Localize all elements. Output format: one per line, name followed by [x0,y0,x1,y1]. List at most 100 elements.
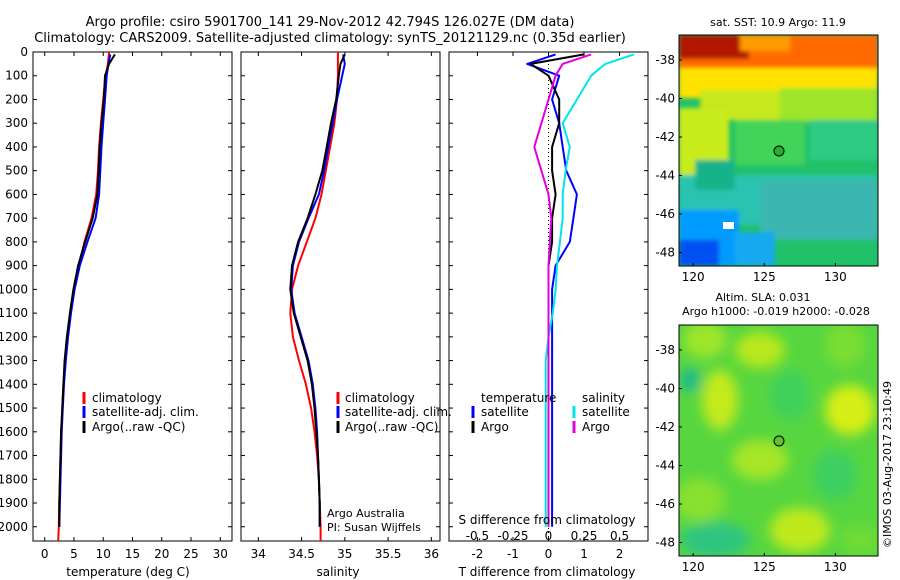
x-tick-label: 1 [580,547,588,561]
legend-label-s-satellite: satellite [582,405,630,419]
y-tick-label: 400 [5,140,28,154]
x2-tick-label: -0.25 [497,529,528,543]
legend-label-satellite: satellite-adj. clim. [92,405,199,419]
imos-stamp: ©IMOS 03-Aug-2017 23:10:49 [881,381,894,548]
y-tick-label: 1700 [0,449,28,463]
sst-map-field [679,35,878,266]
map-y-tick-label: -48 [655,246,675,260]
y-tick-label: 1100 [0,306,28,320]
map-x-tick-label: 130 [824,560,847,574]
legend-label-t-argo: Argo [481,420,509,434]
map-y-tick-label: -46 [655,207,675,221]
x-tick-label: -1 [507,547,519,561]
header-line1: Argo profile: csiro 5901700_141 29-Nov-2… [86,15,575,30]
plot-frame [240,51,441,542]
legend-label-climatology: climatology [92,391,162,405]
series-line-argo-raw-qc- [289,53,346,527]
x-tick-label: 25 [183,547,198,561]
y-tick-label: 900 [5,259,28,273]
y-tick-label: 1500 [0,401,28,415]
x-tick-label: 36 [424,547,439,561]
y-tick-label: 1200 [0,330,28,344]
sla-argo-marker [773,435,785,447]
sst-map-panel: sat. SST: 10.9 Argo: 11.9 [655,16,879,284]
x-tick-label: 34.5 [288,547,315,561]
y-tick-label: 1400 [0,377,28,391]
y-tick-label: 100 [5,69,28,83]
temperature-legend: climatology satellite-adj. clim. Argo(..… [82,391,199,434]
y-tick-label: 300 [5,116,28,130]
plot-frame [32,51,233,542]
x-tick-label: 10 [96,547,111,561]
map-y-tick-label: -38 [655,343,675,357]
y-tick-label: 2000 [0,520,28,534]
x2-tick-label: 0.5 [610,529,629,543]
map-x-tick-label: 120 [682,270,705,284]
series-line-temperature-argo [529,53,585,527]
footer-pi: PI: Susan Wijffels [327,521,421,534]
legend-label-satellite: satellite-adj. clim. [345,405,452,419]
y-tick-label: 500 [5,164,28,178]
x-tick-label: 35 [337,547,352,561]
x-tick-label: -2 [471,547,483,561]
tdiff-xlabel: T difference from climatology [458,565,636,579]
x-tick-label: 35.5 [375,547,402,561]
series-line-salinity-satellite [544,53,635,527]
map-x-tick-label: 120 [682,560,705,574]
sla-map-title: Altim. SLA: 0.031 [715,291,810,304]
legend-label-argo: Argo(..raw -QC) [345,420,438,434]
map-y-tick-label: -44 [655,459,675,473]
x-tick-label: 34 [251,547,266,561]
legend-label-t-satellite: satellite [481,405,529,419]
x2-tick-label: 0.25 [571,529,598,543]
legend-heading-salinity: salinity [582,391,625,405]
map-y-tick-label: -44 [655,169,675,183]
map-y-tick-label: -42 [655,420,675,434]
y-tick-label: 1600 [0,425,28,439]
temperature-xlabel: temperature (deg C) [66,565,189,579]
y-tick-label: 1800 [0,472,28,486]
sst-map-title: sat. SST: 10.9 Argo: 11.9 [710,16,846,29]
legend-label-s-argo: Argo [582,420,610,434]
map-y-tick-label: -40 [655,92,675,106]
map-y-tick-label: -38 [655,53,675,67]
footer-agency: Argo Australia [327,507,405,520]
y-tick-label: 0 [20,45,28,59]
map-y-tick-label: -48 [655,536,675,550]
legend-label-argo: Argo(..raw -QC) [92,420,185,434]
y-tick-label: 700 [5,211,28,225]
header-line2: Climatology: CARS2009. Satellite-adjuste… [34,31,626,46]
series-line-salinity-argo [533,53,592,527]
sla-map-panel: Altim. SLA: 0.031 Argo h1000: -0.019 h20… [655,291,879,574]
legend-heading-temperature: temperature [481,391,556,405]
map-y-tick-label: -40 [655,382,675,396]
x-tick-label: 20 [154,547,169,561]
series-line-satellite-adj-clim- [58,54,112,527]
map-x-tick-label: 125 [753,560,776,574]
salinity-xlabel: salinity [316,565,359,579]
series-line-argo-raw-qc- [58,53,116,527]
x-tick-label: 15 [125,547,140,561]
map-y-tick-label: -46 [655,497,675,511]
sla-map-subtitle: Argo h1000: -0.019 h2000: -0.028 [682,305,870,318]
x-tick-label: 30 [213,547,228,561]
x-tick-label: 0 [545,547,553,561]
series-line-temperature-satellite [526,53,578,527]
y-tick-label: 1900 [0,496,28,510]
temperature-panel: 0100200300400500600700800900100011001200… [0,45,233,561]
y-tick-label: 200 [5,92,28,106]
x-tick-label: 0 [41,547,49,561]
difference-legend: temperature satellite Argo salinity sate… [471,391,630,434]
legend-label-climatology: climatology [345,391,415,405]
salinity-panel: 34 34.5 35 35.5 36 [240,51,441,561]
sdiff-xlabel: S difference from climatology [459,513,636,527]
salinity-legend: climatology satellite-adj. clim. Argo(..… [336,391,452,434]
x-tick-label: 2 [616,547,624,561]
y-tick-label: 600 [5,187,28,201]
map-x-tick-label: 125 [753,270,776,284]
x2-tick-label: -0.5 [466,529,489,543]
map-x-tick-label: 130 [824,270,847,284]
map-y-tick-label: -42 [655,130,675,144]
